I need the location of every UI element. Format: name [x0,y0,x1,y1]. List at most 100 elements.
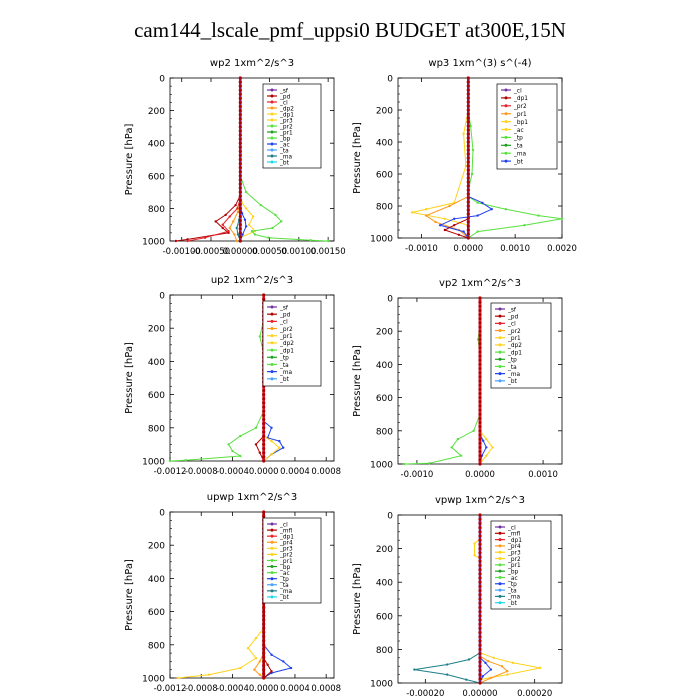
series-line [414,515,481,684]
zero-line-marker [262,676,266,680]
zero-line-marker [478,329,482,333]
series-line [404,298,481,465]
legend-label: _cl [507,525,516,531]
y-tick-label: 800 [376,427,393,437]
data-point [413,668,416,671]
x-tick-label: 0.00150 [311,247,346,257]
data-point [228,215,231,218]
data-point [168,459,172,463]
legend-label: _cl [279,522,288,528]
y-tick-label: 200 [148,542,165,552]
data-point [258,673,262,676]
data-point [506,670,509,673]
y-tick-label: 600 [148,608,165,618]
legend-label: _sf [507,307,517,313]
legend-marker [270,112,274,116]
data-point [462,132,465,136]
data-point [459,454,463,457]
series-line [187,78,241,242]
chart-panel-5: upwp 1xm^2/s^3 Pressure [hPa] 0 200 400 600 80… [124,492,341,694]
data-point [266,663,269,666]
legend-marker [270,94,274,98]
zero-line-marker [238,235,242,239]
zero-line-marker [478,618,482,622]
data-point [233,233,236,236]
series-line [467,78,563,239]
data-point [274,213,277,217]
legend-label: _tp [513,136,523,142]
legend-marker [270,327,274,331]
legend-marker [498,569,502,573]
zero-line-marker [478,308,482,313]
zero-line-marker [262,647,266,651]
data-point [438,224,442,227]
zero-line-marker [466,224,470,228]
zero-line-marker [478,387,482,391]
data-point [236,210,240,213]
zero-line-marker [478,350,482,354]
legend-marker [270,88,274,92]
y-tick-label: 1000 [142,675,165,685]
legend-marker [270,583,274,587]
data-point [473,554,476,557]
zero-line-marker [478,534,482,538]
zero-line-marker [478,538,482,542]
legend-marker [498,538,502,542]
y-tick-label: 600 [148,172,165,182]
panel-title: vpwp 1xm^2/s^3 [435,495,525,506]
legend-marker [504,159,508,163]
zero-line-marker [238,214,242,219]
legend-marker [270,334,274,338]
data-point [258,335,262,338]
legend-label: _cl [507,322,516,328]
zero-line-marker [466,124,470,128]
series-line [239,78,329,242]
y-tick-label: 600 [148,391,165,401]
legend-label: _sf [279,305,289,311]
y-tick-label: 400 [376,139,393,149]
legend-marker [270,540,274,544]
legend-marker [270,355,274,359]
zero-line-marker [466,196,470,200]
legend-label: _ma [279,154,293,160]
panel-title: wp3 1xm^(3) s^(-4) [428,58,531,69]
zero-line-marker [478,371,482,375]
zero-line-marker [478,521,482,526]
y-tick-label: 400 [376,579,393,589]
zero-line-marker [238,202,242,206]
x-tick-label: -0.0008 [185,467,218,477]
data-point [538,666,542,670]
data-point [464,164,468,168]
series-line [177,512,265,679]
zero-line-marker [466,144,470,148]
zero-line-marker [466,156,470,160]
legend-marker [270,348,274,352]
data-point [485,454,488,457]
data-point [184,458,187,462]
legend-marker [498,601,502,605]
zero-line-marker [238,117,242,121]
legend-marker [270,522,274,526]
legend-label: _dp2 [507,343,522,349]
data-point [258,451,262,454]
chart-panel-1: wp2 1xm^2/s^3 Pressure [hPa] 0 200 400 600 800… [124,58,346,257]
y-tick-label: 600 [376,394,393,404]
legend-label: _bt [507,379,518,385]
zero-line-marker [478,321,482,325]
zero-line-marker [466,172,470,176]
data-point [253,668,256,671]
data-point [258,660,262,663]
legend-label: _cl [279,320,288,326]
legend-label: _pr1 [279,334,293,340]
zero-line-marker [262,655,266,659]
legend-label: _ta [279,363,289,369]
data-point [457,233,461,236]
zero-line-marker [478,362,482,366]
x-tick-label: 0.0008 [311,684,341,694]
zero-line-marker [466,220,470,224]
data-point [235,239,238,243]
series-line [479,515,492,684]
zero-line-marker [262,626,266,630]
data-point [239,434,242,438]
zero-line-marker [262,413,266,417]
